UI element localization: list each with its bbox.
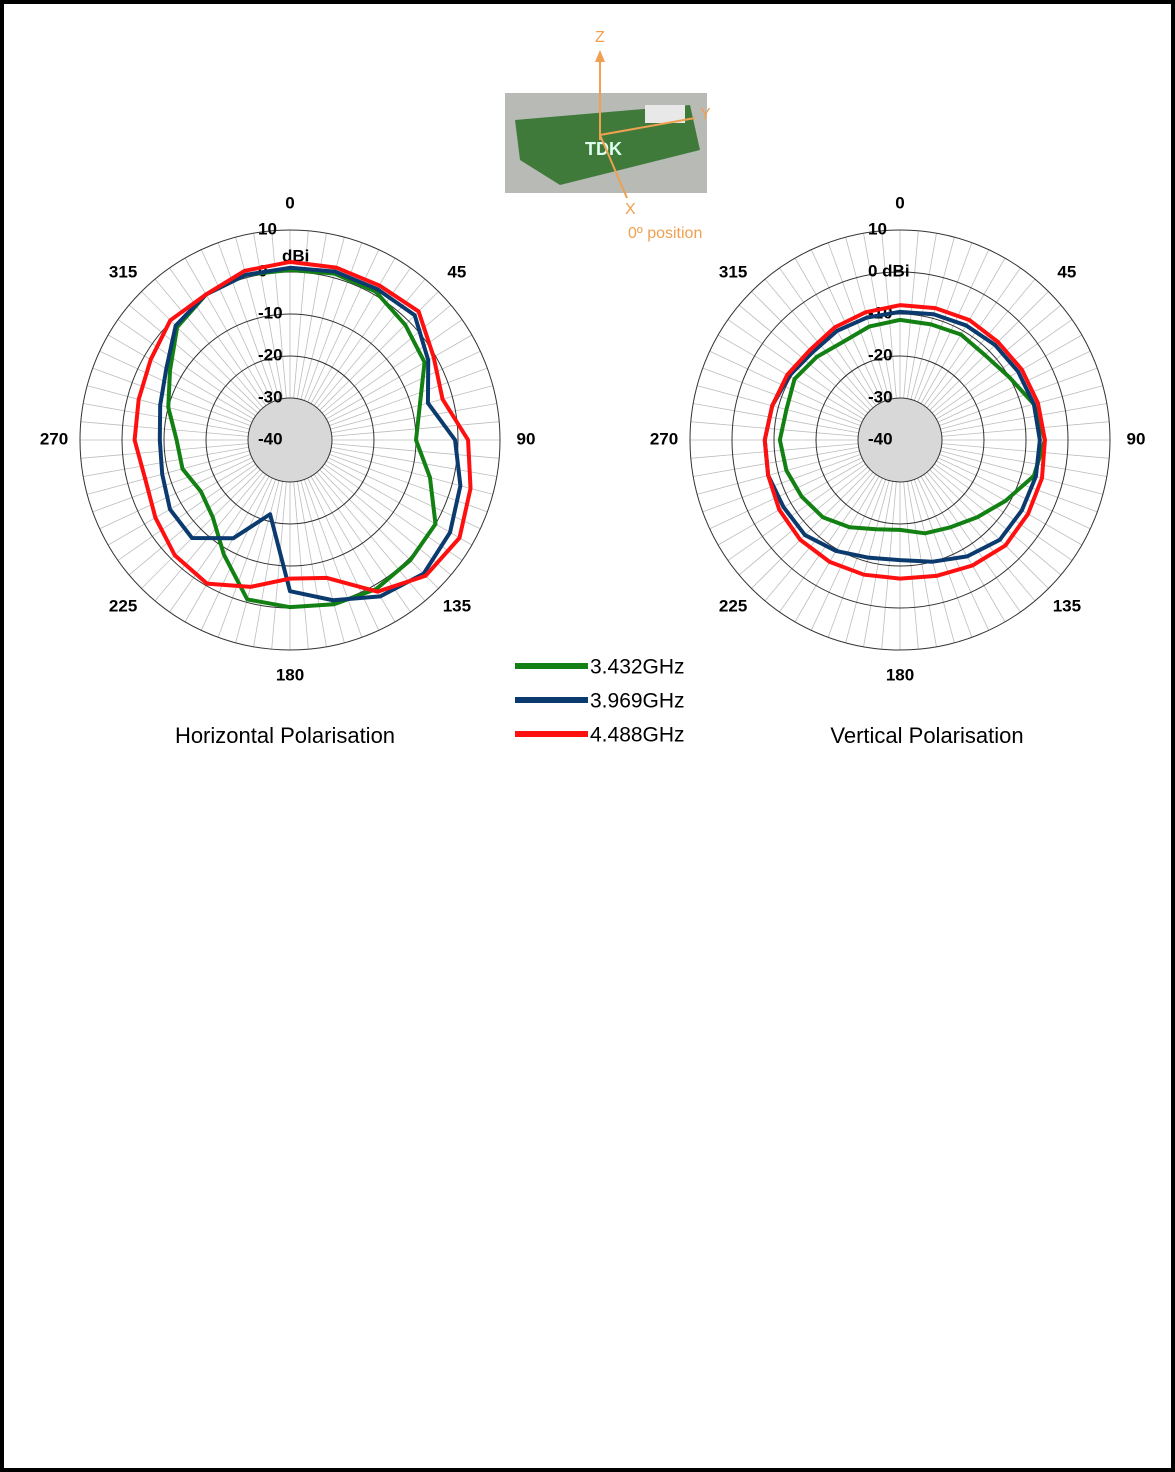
ring — [731, 271, 1069, 609]
ring — [689, 229, 1111, 651]
series-line — [157, 265, 463, 603]
r-tick-label: -20 — [258, 345, 283, 364]
inner-disc — [858, 398, 942, 482]
theta-tick-label: 0 — [895, 193, 904, 212]
r-tick-label: -20 — [868, 345, 893, 364]
r-tick-label: -40 — [868, 429, 893, 448]
polar-chart: -40-30-20-100 dBi1004590135180225270315V… — [650, 193, 1146, 747]
legend-label: 3.432GHz — [590, 656, 685, 679]
r-tick-label: 10 — [868, 219, 887, 238]
chart-title: Horizontal Polarisation — [175, 723, 395, 748]
theta-tick-label: 0 — [285, 193, 294, 212]
arrow — [595, 50, 605, 62]
legend-label: 3.969GHz — [590, 690, 685, 713]
photo-caption: 0º position — [628, 225, 702, 242]
series-line — [762, 303, 1047, 581]
theta-tick-label: 135 — [1053, 596, 1081, 615]
ring — [247, 397, 333, 483]
r-tick-label: 0 dBi — [868, 261, 910, 280]
theta-tick-label: 90 — [1127, 429, 1146, 448]
ring — [815, 355, 985, 525]
theta-tick-label: 270 — [40, 429, 68, 448]
r-tick-label: -40 — [258, 429, 283, 448]
series-line — [166, 267, 438, 610]
theta-tick-label: 225 — [109, 596, 137, 615]
r-tick-label: -30 — [868, 387, 893, 406]
ring — [773, 313, 1027, 567]
photo: TDK Z Y X 0º position — [505, 29, 711, 242]
chart-title: Vertical Polarisation — [830, 723, 1023, 748]
theta-tick-label: 180 — [886, 665, 914, 684]
series-line — [132, 259, 473, 594]
theta-tick-label: 270 — [650, 429, 678, 448]
ring — [79, 229, 501, 651]
theta-tick-label: 45 — [447, 263, 466, 282]
axis-label: X — [625, 201, 636, 218]
r-tick-label: -10 — [258, 303, 283, 322]
theta-tick-label: 315 — [109, 263, 137, 282]
ring — [205, 355, 375, 525]
theta-tick-label: 180 — [276, 665, 304, 684]
theta-tick-label: 90 — [517, 429, 536, 448]
axis-label: Y — [700, 106, 711, 123]
axis-label: Z — [595, 29, 605, 46]
polar-chart: -40-30-20-10010dBi04590135180225270315Ho… — [40, 193, 536, 747]
connector — [645, 105, 685, 123]
series-line — [762, 309, 1042, 564]
ring — [857, 397, 943, 483]
theta-tick-label: 45 — [1057, 263, 1076, 282]
theta-tick-label: 135 — [443, 596, 471, 615]
axis-x — [599, 134, 628, 199]
theta-tick-label: 225 — [719, 596, 747, 615]
board-text: TDK — [585, 139, 622, 159]
legend-label: 4.488GHz — [590, 724, 685, 747]
r-tick-label: -30 — [258, 387, 283, 406]
theta-tick-label: 315 — [719, 263, 747, 282]
axis-y — [599, 117, 696, 136]
legend: 3.432GHz 3.969GHz 4.488GHz — [515, 656, 685, 747]
inner-disc — [248, 398, 332, 482]
r-tick-label: 10 — [258, 219, 277, 238]
series-line — [777, 317, 1047, 536]
